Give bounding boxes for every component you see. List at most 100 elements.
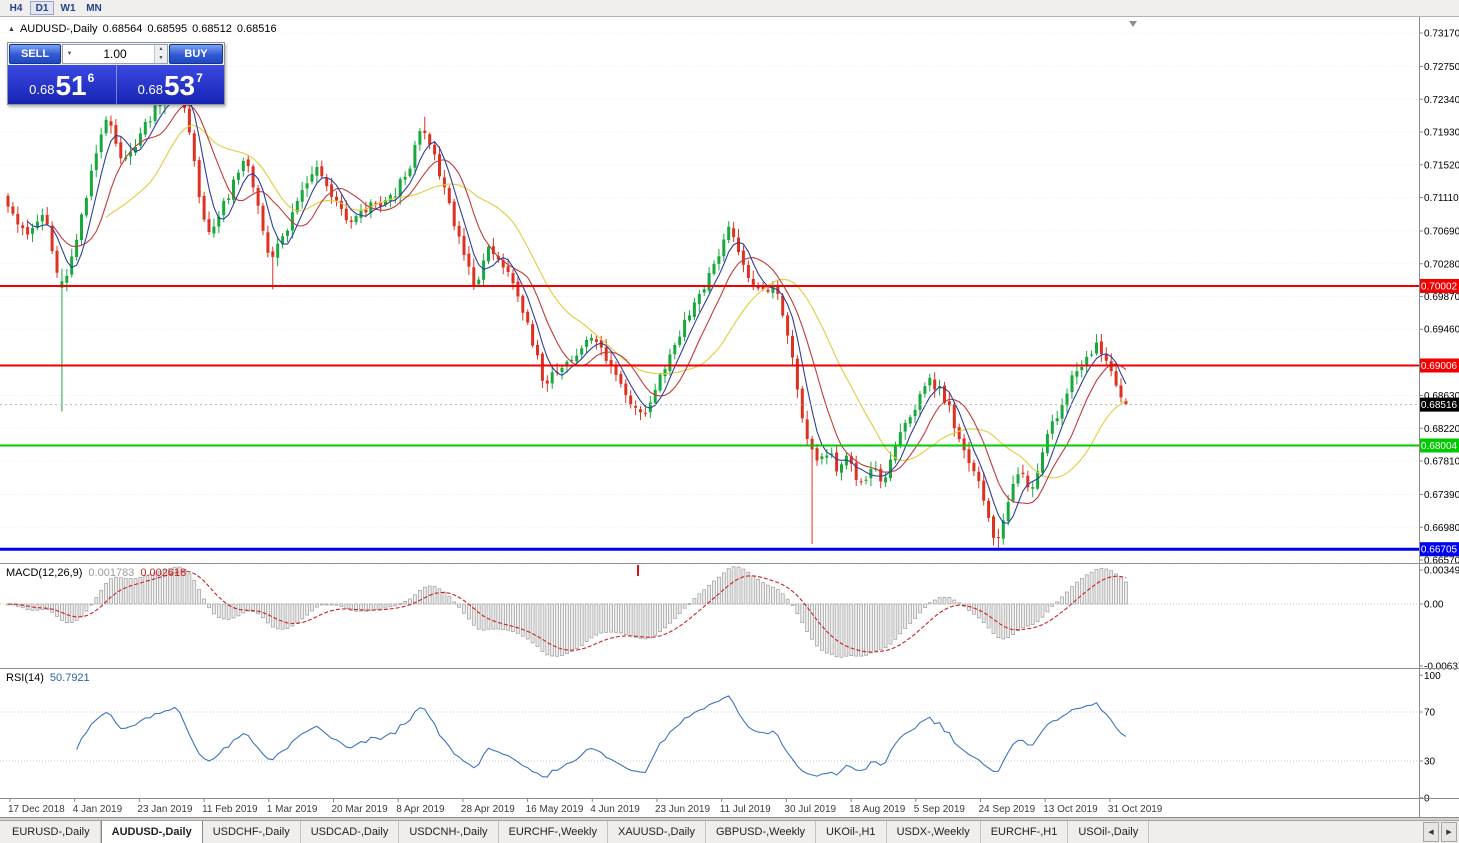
tab-eurchf-h1[interactable]: EURCHF-,H1 (981, 821, 1069, 843)
svg-text:0.70690: 0.70690 (1424, 227, 1459, 238)
chart-shift-marker (1129, 21, 1137, 27)
symbol-title: AUDUSD-,Daily (19, 23, 98, 35)
expand-caret-icon[interactable]: ▲ (8, 25, 15, 33)
svg-text:28 Apr 2019: 28 Apr 2019 (461, 804, 515, 815)
one-click-trading-panel: SELL ▼ 1.00 ▲ ▼ BUY 0.68 51 6 0.68 53 7 (7, 42, 225, 105)
svg-text:30: 30 (1424, 757, 1436, 768)
ma-10-line (51, 104, 1127, 505)
tab-ukoil-h1[interactable]: UKOil-,H1 (816, 821, 887, 843)
tab-scroll-controls: ◀ ▶ (1423, 821, 1459, 843)
tab-usdcad-daily[interactable]: USDCAD-,Daily (301, 821, 400, 843)
volume-spin-up-icon[interactable]: ▲ (155, 45, 167, 54)
svg-text:0.68004: 0.68004 (1421, 441, 1458, 452)
svg-text:0.71110: 0.71110 (1424, 193, 1459, 204)
ohlc-open: 0.68564 (102, 23, 143, 35)
ma-5-line (27, 91, 1127, 524)
bid-price-big: 51 (55, 70, 87, 101)
tab-eurchf-weekly[interactable]: EURCHF-,Weekly (499, 821, 608, 843)
rsi-line (76, 695, 1127, 778)
svg-text:11 Jul 2019: 11 Jul 2019 (720, 804, 771, 815)
timeframe-button-w1[interactable]: W1 (56, 1, 80, 15)
svg-text:100: 100 (1424, 671, 1441, 682)
macd-signal-value: 0.002618 (140, 567, 187, 579)
svg-text:0.66980: 0.66980 (1424, 523, 1459, 534)
price-axis[interactable]: 0.73170 0.72750 0.72340 0.71930 0.71520 0.711… (1419, 29, 1459, 567)
moving-average-lines (27, 91, 1127, 524)
svg-text:0.71520: 0.71520 (1424, 160, 1459, 171)
tab-xauusd-daily[interactable]: XAUUSD-,Daily (608, 821, 706, 843)
macd-header: MACD(12,26,9) 0.001783 0.002618 (6, 567, 186, 579)
rsi-label: RSI(14) (6, 672, 44, 684)
tab-scroll-left-button[interactable]: ◀ (1423, 822, 1439, 842)
rsi-pane: 10070300 (0, 668, 1459, 804)
svg-text:0.70002: 0.70002 (1421, 281, 1458, 292)
volume-stepper[interactable]: ▲ ▼ (154, 45, 167, 63)
tab-usdcnh-daily[interactable]: USDCNH-,Daily (399, 821, 499, 843)
svg-text:16 May 2019: 16 May 2019 (526, 804, 584, 815)
svg-text:18 Aug 2019: 18 Aug 2019 (849, 804, 906, 815)
svg-text:0.68516: 0.68516 (1421, 400, 1458, 411)
svg-text:0.00: 0.00 (1424, 600, 1444, 611)
sell-button[interactable]: SELL (9, 44, 61, 64)
macd-main-value: 0.001783 (88, 567, 135, 579)
time-axis[interactable]: 17 Dec 2018 4 Jan 2019 23 Jan 2019 11 Feb 2… (8, 798, 1163, 815)
ohlc-high: 0.68595 (147, 23, 188, 35)
svg-text:4 Jun 2019: 4 Jun 2019 (590, 804, 640, 815)
scroll-right-icon: ▶ (1446, 829, 1452, 836)
ohlc-close: 0.68516 (236, 23, 277, 35)
svg-text:0.68630: 0.68630 (1424, 391, 1459, 402)
svg-text:20 Mar 2019: 20 Mar 2019 (332, 804, 389, 815)
price-chart[interactable]: 0.73170 0.72750 0.72340 0.71930 0.71520 0.711… (0, 17, 1459, 818)
svg-text:0.67810: 0.67810 (1424, 456, 1459, 467)
macd-label: MACD(12,26,9) (6, 567, 83, 579)
svg-text:0.69460: 0.69460 (1424, 325, 1459, 336)
ask-price-display[interactable]: 0.68 53 7 (117, 65, 225, 104)
svg-text:23 Jun 2019: 23 Jun 2019 (655, 804, 710, 815)
rsi-value: 50.7921 (49, 672, 90, 684)
horizontal-level-lines[interactable] (0, 284, 1419, 551)
svg-text:0.72340: 0.72340 (1424, 95, 1459, 106)
svg-text:31 Oct 2019: 31 Oct 2019 (1108, 804, 1163, 815)
svg-text:8 Apr 2019: 8 Apr 2019 (396, 804, 445, 815)
tab-usoil-daily[interactable]: USOil-,Daily (1068, 821, 1150, 843)
svg-text:-0.00637: -0.00637 (1424, 662, 1459, 673)
volume-field[interactable]: ▼ 1.00 ▲ ▼ (62, 44, 168, 64)
timeframe-toolbar: H4 D1 W1 MN (0, 0, 1459, 17)
timeframe-button-d1[interactable]: D1 (30, 1, 54, 15)
volume-value[interactable]: 1.00 (103, 47, 127, 61)
svg-text:30 Jul 2019: 30 Jul 2019 (784, 804, 836, 815)
bid-price-sup: 6 (87, 71, 95, 85)
volume-spin-down-icon[interactable]: ▼ (155, 54, 167, 63)
timeframe-button-mn[interactable]: MN (82, 1, 106, 15)
svg-text:0.69870: 0.69870 (1424, 292, 1459, 303)
tab-eurusd-daily[interactable]: EURUSD-,Daily (2, 821, 101, 843)
svg-text:70: 70 (1424, 708, 1436, 719)
tab-audusd-daily[interactable]: AUDUSD-,Daily (100, 821, 203, 843)
volume-dropdown-icon[interactable]: ▼ (66, 51, 73, 57)
svg-text:0.69006: 0.69006 (1421, 361, 1458, 372)
chart-tab-bar: EURUSD-,Daily AUDUSD-,Daily USDCHF-,Daily U… (2, 821, 1150, 843)
tab-usdchf-daily[interactable]: USDCHF-,Daily (203, 821, 301, 843)
tab-gbpusd-weekly[interactable]: GBPUSD-,Weekly (706, 821, 817, 843)
ask-price-prefix: 0.68 (137, 82, 163, 97)
buy-button[interactable]: BUY (169, 44, 223, 64)
ma-21-line (105, 124, 1127, 479)
scroll-left-icon: ◀ (1428, 829, 1434, 836)
tab-usdx-weekly[interactable]: USDX-,Weekly (887, 821, 981, 843)
ask-price-big: 53 (163, 70, 196, 101)
bid-price-display[interactable]: 0.68 51 6 (8, 65, 117, 104)
svg-text:0.72750: 0.72750 (1424, 62, 1459, 73)
svg-text:0.00349: 0.00349 (1424, 566, 1459, 577)
svg-text:0.73170: 0.73170 (1424, 29, 1459, 40)
svg-text:17 Dec 2018: 17 Dec 2018 (8, 804, 65, 815)
svg-text:0.71930: 0.71930 (1424, 128, 1459, 139)
svg-text:0.66705: 0.66705 (1421, 545, 1458, 556)
svg-text:5 Sep 2019: 5 Sep 2019 (914, 804, 966, 815)
candles (6, 73, 1128, 550)
rsi-header: RSI(14) 50.7921 (6, 672, 90, 684)
tab-scroll-right-button[interactable]: ▶ (1441, 822, 1457, 842)
svg-text:11 Feb 2019: 11 Feb 2019 (202, 804, 258, 815)
ask-price-sup: 7 (196, 71, 203, 85)
timeframe-button-h4[interactable]: H4 (4, 1, 28, 15)
bid-price-prefix: 0.68 (29, 82, 55, 97)
